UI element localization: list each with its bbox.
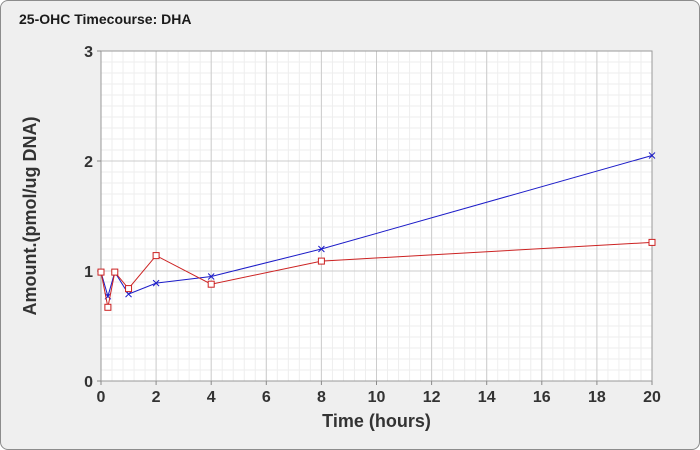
- data-point-square-marker: [104, 303, 112, 311]
- x-tick-label: 2: [152, 389, 161, 406]
- x-tick-label: 4: [207, 389, 216, 406]
- marker-stroke: [152, 279, 160, 287]
- y-axis-ticks: 0 1 2 3: [84, 44, 101, 391]
- y-tick-label: 3: [84, 44, 93, 61]
- y-tick-label: 0: [84, 374, 93, 391]
- y-tick-label: 2: [84, 154, 93, 171]
- x-tick-label: 0: [97, 389, 106, 406]
- x-tick-label: 18: [588, 389, 606, 406]
- y-axis-label: Amount.(pmol/ug DNA): [20, 117, 40, 316]
- x-tick-label: 8: [317, 389, 326, 406]
- x-tick-label: 10: [368, 389, 386, 406]
- data-point-x-marker: [207, 273, 215, 280]
- data-point-square-marker: [111, 268, 119, 276]
- x-tick-label: 6: [262, 389, 271, 406]
- chart-title: 25-OHC Timecourse: DHA: [19, 11, 192, 27]
- series-2: [97, 238, 656, 311]
- data-point-square-marker: [317, 257, 325, 265]
- x-tick-label: 20: [643, 389, 661, 406]
- data-point-x-marker: [648, 152, 656, 159]
- data-point-x-marker: [318, 245, 325, 253]
- marker-stroke: [318, 245, 325, 253]
- series-line: [100, 241, 653, 308]
- marker-stroke: [207, 273, 215, 280]
- data-point-square-marker: [125, 285, 133, 293]
- x-tick-label: 12: [423, 389, 441, 406]
- marker-stroke: [648, 152, 656, 159]
- data-point-square-marker: [207, 280, 215, 288]
- x-tick-label: 16: [533, 389, 551, 406]
- data-point-square-marker: [152, 252, 160, 260]
- x-tick-label: 14: [478, 389, 496, 406]
- y-tick-label: 1: [84, 264, 93, 281]
- data-point-square-marker: [97, 268, 105, 276]
- data-point-square-marker: [648, 238, 656, 246]
- x-axis-ticks: 0 2 4 6 8 10 12 14 16 18 20: [97, 381, 661, 406]
- series-layer: [97, 152, 656, 311]
- x-axis-label: Time (hours): [322, 411, 431, 431]
- data-point-x-marker: [152, 279, 160, 287]
- series-line: [100, 155, 653, 299]
